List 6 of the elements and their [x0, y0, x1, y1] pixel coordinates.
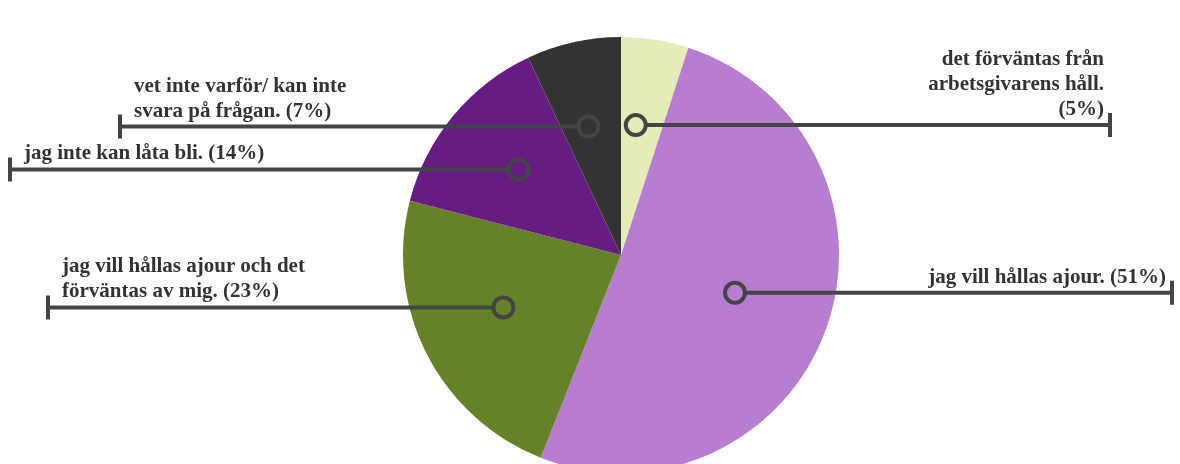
slice-label: jag inte kan låta bli. (14%): [23, 140, 265, 165]
slice-label: det förväntas från arbetsgivarens håll.: [928, 46, 1105, 96]
slice-label: jag vill hållas ajour. (51%): [927, 263, 1166, 288]
slice-label: jag vill hållas ajour och det förväntas av mig. (23%): [61, 253, 305, 303]
data-label: (5%): [1058, 96, 1104, 121]
slice-label: vet inte varför/ kan inte svara på frågan. (7%): [134, 72, 347, 122]
